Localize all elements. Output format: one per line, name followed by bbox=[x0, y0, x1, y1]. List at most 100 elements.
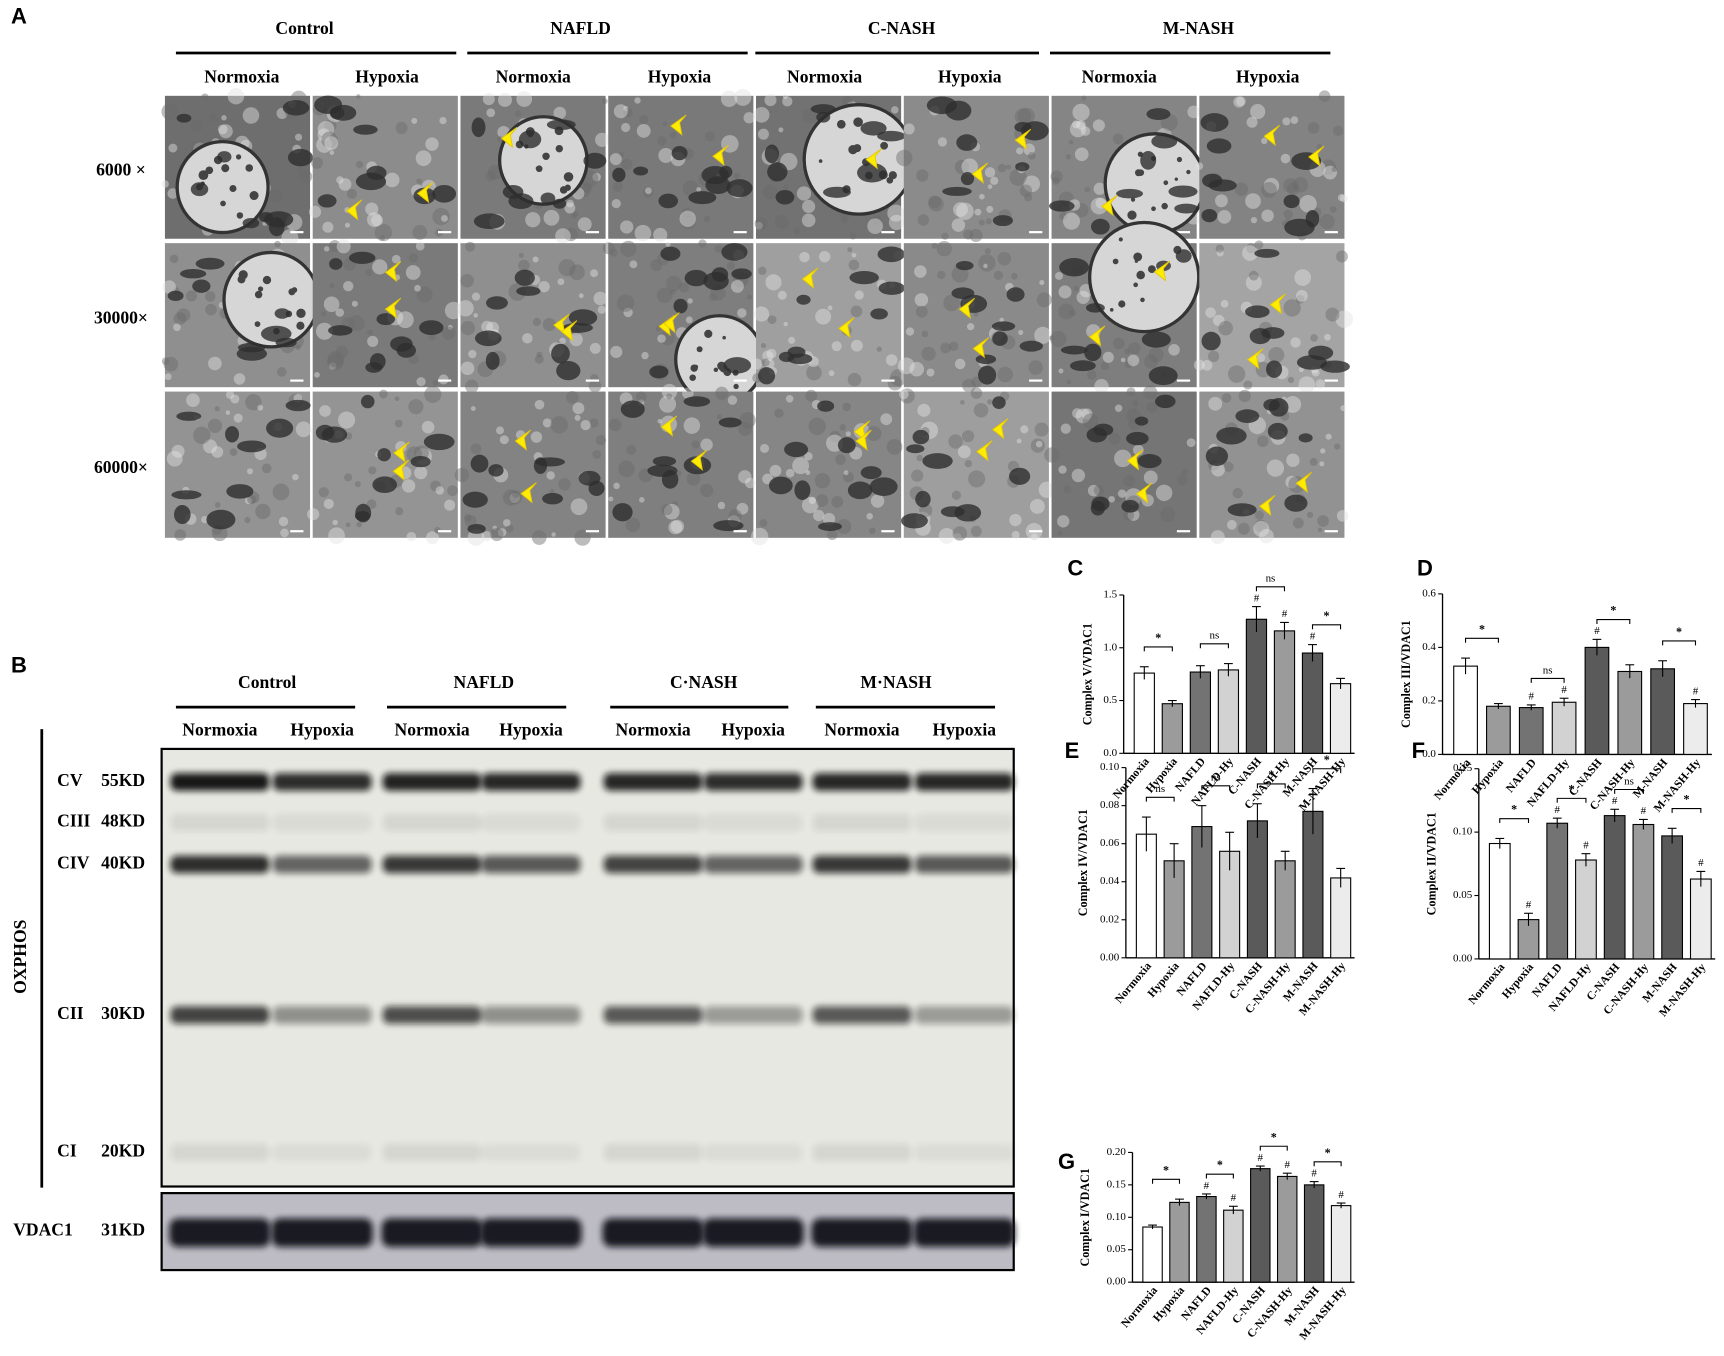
texture bbox=[161, 103, 178, 120]
texture bbox=[891, 106, 899, 114]
comparison-bracket bbox=[1145, 796, 1175, 802]
texture bbox=[1011, 530, 1020, 539]
texture bbox=[700, 483, 714, 498]
texture bbox=[525, 212, 541, 228]
mitochondrion bbox=[810, 104, 836, 114]
mitochondrion bbox=[1320, 360, 1350, 373]
texture bbox=[743, 112, 755, 124]
texture bbox=[938, 528, 955, 544]
texture bbox=[580, 419, 591, 431]
texture bbox=[1238, 389, 1251, 403]
chromatin bbox=[690, 364, 698, 372]
bar bbox=[1135, 833, 1157, 959]
arrow bbox=[392, 459, 410, 482]
texture bbox=[744, 477, 756, 489]
chromatin bbox=[1147, 265, 1156, 274]
texture bbox=[609, 153, 622, 166]
texture bbox=[1146, 401, 1158, 413]
mitochondrion bbox=[552, 198, 567, 209]
group-header: NAFLD bbox=[550, 18, 611, 38]
texture bbox=[1014, 108, 1032, 125]
texture bbox=[1298, 376, 1316, 394]
condition-label: Normoxia bbox=[787, 66, 862, 86]
mitochondrion bbox=[1284, 494, 1308, 512]
chromatin bbox=[1174, 177, 1179, 181]
loading-band bbox=[811, 1218, 913, 1247]
texture bbox=[1329, 206, 1337, 213]
comparison-bracket bbox=[1499, 818, 1530, 824]
texture bbox=[1009, 513, 1022, 527]
texture bbox=[802, 199, 816, 214]
texture bbox=[208, 356, 222, 371]
y-tick-label: 0.0 bbox=[1103, 747, 1117, 759]
arrow bbox=[1258, 494, 1276, 517]
mitochondrion bbox=[372, 476, 397, 494]
y-tick-label: 1.5 bbox=[1103, 589, 1117, 601]
band bbox=[812, 773, 912, 791]
texture bbox=[1210, 530, 1225, 545]
comparison-label: * bbox=[1217, 1158, 1223, 1172]
comparison-bracket bbox=[1596, 619, 1631, 624]
texture bbox=[534, 399, 545, 410]
mitochondrion bbox=[816, 111, 831, 123]
y-tick-label: 0.15 bbox=[1453, 762, 1473, 774]
texture bbox=[1081, 408, 1093, 420]
texture bbox=[233, 413, 243, 423]
significance-marker: # bbox=[1526, 899, 1532, 911]
texture bbox=[961, 158, 978, 176]
mitochondrion bbox=[764, 144, 780, 164]
texture bbox=[808, 417, 826, 436]
mitochondrion bbox=[869, 477, 898, 496]
texture bbox=[1044, 447, 1060, 463]
texture bbox=[620, 240, 637, 257]
texture bbox=[1100, 361, 1110, 371]
texture bbox=[764, 358, 775, 369]
mitochondrion bbox=[1059, 258, 1089, 277]
mitochondrion bbox=[1146, 108, 1171, 120]
texture bbox=[626, 444, 637, 455]
texture bbox=[485, 170, 496, 182]
texture bbox=[1155, 484, 1173, 502]
micrograph bbox=[312, 239, 463, 388]
mitochondrion bbox=[1006, 287, 1025, 302]
size-label: 40KD bbox=[101, 852, 145, 872]
texture bbox=[1120, 357, 1126, 363]
texture bbox=[639, 114, 649, 125]
comparison-label: * bbox=[1683, 793, 1689, 807]
texture bbox=[887, 204, 905, 222]
texture bbox=[295, 166, 303, 173]
texture bbox=[843, 471, 854, 483]
texture bbox=[416, 286, 433, 303]
texture bbox=[814, 472, 831, 489]
texture bbox=[261, 463, 272, 474]
texture bbox=[783, 321, 788, 327]
texture bbox=[1283, 299, 1301, 317]
texture bbox=[841, 217, 848, 224]
texture bbox=[328, 362, 337, 370]
texture bbox=[518, 252, 524, 258]
texture bbox=[610, 345, 623, 359]
texture bbox=[314, 372, 320, 378]
texture bbox=[986, 205, 994, 213]
micrograph bbox=[608, 88, 755, 242]
arrow bbox=[976, 440, 993, 462]
condition-label: Normoxia bbox=[824, 719, 899, 739]
mitochondrion bbox=[1019, 340, 1044, 352]
texture bbox=[1143, 470, 1158, 485]
mitochondrion bbox=[960, 172, 975, 186]
texture bbox=[425, 137, 439, 151]
size-label: 20KD bbox=[101, 1140, 145, 1160]
texture bbox=[682, 387, 694, 399]
texture bbox=[1336, 250, 1348, 263]
texture bbox=[1318, 90, 1331, 103]
chromatin bbox=[880, 141, 889, 150]
texture bbox=[1024, 193, 1033, 202]
group-header: NAFLD bbox=[454, 672, 515, 692]
texture bbox=[1253, 520, 1270, 537]
texture bbox=[336, 239, 351, 254]
arrow bbox=[801, 267, 819, 289]
texture bbox=[280, 528, 289, 538]
chromatin bbox=[235, 154, 242, 160]
comparison-label: ns bbox=[1155, 783, 1165, 795]
texture bbox=[1029, 498, 1045, 514]
